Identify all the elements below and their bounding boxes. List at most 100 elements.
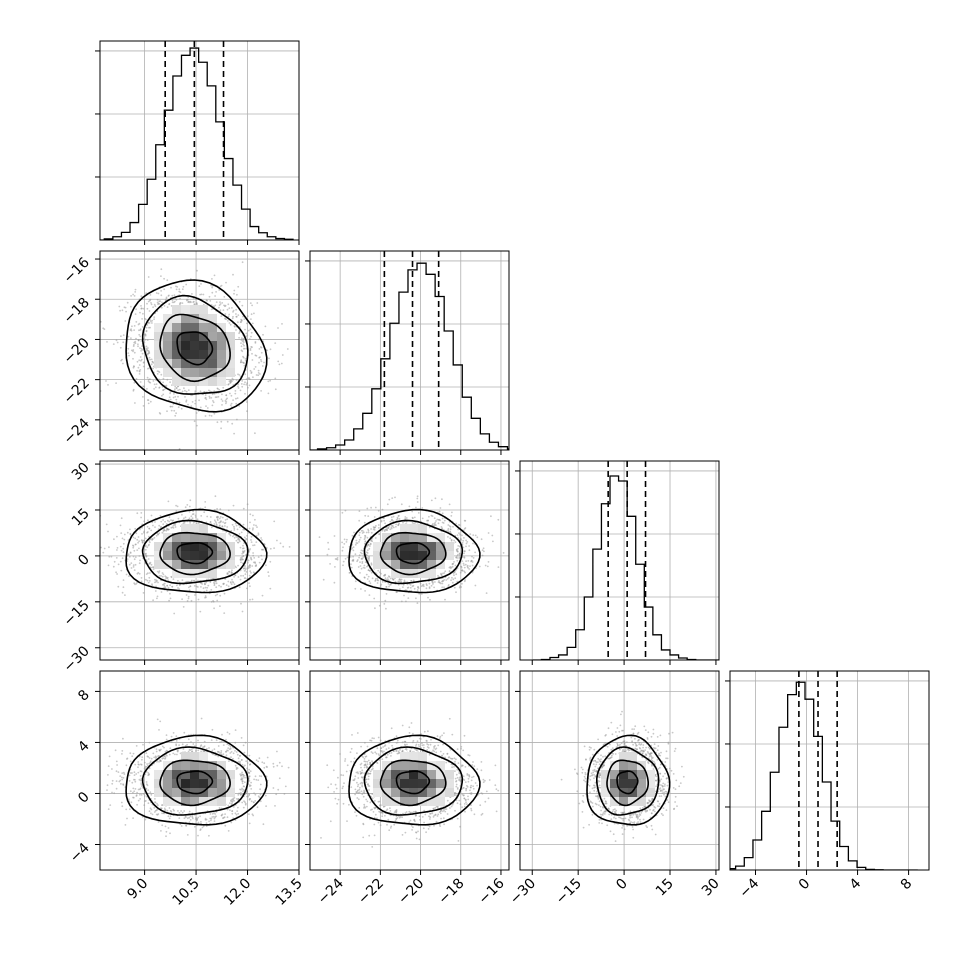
scatter-point [196, 412, 198, 414]
scatter-point [183, 606, 185, 608]
scatter-point [408, 726, 410, 728]
scatter-point [249, 528, 251, 530]
scatter-point [233, 505, 235, 507]
scatter-point [360, 588, 362, 590]
scatter-point [382, 509, 384, 511]
scatter-point [127, 532, 129, 534]
scatter-point [576, 790, 578, 792]
scatter-point [678, 785, 680, 787]
scatter-point [122, 557, 124, 559]
scatter-point [610, 830, 612, 832]
scatter-point [391, 727, 393, 729]
scatter-point [584, 772, 586, 774]
scatter-point [660, 752, 662, 754]
scatter-point [233, 433, 235, 435]
histogram-bar [139, 204, 148, 240]
scatter-point [268, 358, 270, 360]
scatter-point [498, 566, 500, 568]
scatter-point [353, 532, 355, 534]
scatter-point [261, 761, 263, 763]
scatter-point [467, 754, 469, 756]
scatter-point [122, 592, 124, 594]
scatter-point [240, 603, 242, 605]
scatter-point [267, 571, 269, 573]
scatter-point [415, 507, 417, 509]
scatter-point [175, 510, 177, 512]
scatter-point [122, 309, 124, 311]
scatter-point [274, 342, 276, 344]
scatter-point [485, 565, 487, 567]
scatter-point [197, 835, 199, 837]
scatter-point [237, 286, 239, 288]
scatter-point [503, 552, 505, 554]
scatter-point [204, 506, 206, 508]
scatter-point [165, 826, 167, 828]
histogram-bar [593, 549, 602, 660]
scatter-point [449, 504, 451, 506]
scatter-point [336, 788, 338, 790]
scatter-point [346, 541, 348, 543]
scatter-point [256, 526, 258, 528]
scatter-point [428, 828, 430, 830]
x-tick-label: −30 [507, 876, 539, 908]
scatter-point [171, 736, 173, 738]
scatter-point [342, 774, 344, 776]
scatter-point [327, 787, 329, 789]
histogram-bar [762, 811, 771, 870]
scatter-point [482, 813, 484, 815]
scatter-point [369, 594, 371, 596]
scatter-point [484, 780, 486, 782]
scatter-point [347, 764, 349, 766]
scatter-point [673, 808, 675, 810]
scatter-point [378, 822, 380, 824]
scatter-point [140, 295, 142, 297]
scatter-point [233, 290, 235, 292]
scatter-point [227, 421, 229, 423]
scatter-point [356, 815, 358, 817]
histogram-bar [181, 55, 190, 240]
scatter-point [388, 499, 390, 501]
scatter-point [232, 274, 234, 276]
scatter-point [439, 737, 441, 739]
scatter-point [615, 731, 617, 733]
scatter-point [348, 804, 350, 806]
scatter-point [460, 746, 462, 748]
scatter-point [443, 823, 445, 825]
scatter-point [217, 421, 219, 423]
scatter-point [402, 725, 404, 727]
scatter-point [143, 405, 145, 407]
scatter-point [494, 784, 496, 786]
scatter-point [632, 826, 634, 828]
scatter-point [497, 519, 499, 521]
scatter-point [405, 601, 407, 603]
scatter-point [441, 498, 443, 500]
scatter-point [132, 817, 134, 819]
scatter-point [209, 415, 211, 417]
scatter-point [661, 813, 663, 815]
scatter-point [633, 728, 635, 730]
scatter-point [118, 306, 120, 308]
scatter-point [255, 525, 257, 527]
scatter-point [342, 787, 344, 789]
scatter-point [651, 825, 653, 827]
scatter-point [605, 734, 607, 736]
scatter-point [387, 503, 389, 505]
scatter-point [116, 761, 118, 763]
scatter-point [148, 276, 150, 278]
y-tick-label: −16 [61, 254, 93, 286]
scatter-point [265, 326, 267, 328]
scatter-point [106, 524, 108, 526]
scatter-point [343, 803, 345, 805]
scatter-point [585, 781, 587, 783]
histogram-bar [619, 481, 628, 660]
scatter-point [662, 814, 664, 816]
x-tick-label: −4 [736, 875, 762, 901]
scatter-point [256, 302, 258, 304]
scatter-point [437, 735, 439, 737]
histogram-panel-3 [718, 671, 929, 875]
x-tick-label: 0 [796, 876, 814, 894]
scatter-point [326, 764, 328, 766]
scatter-point [681, 766, 683, 768]
scatter-point [275, 793, 277, 795]
scatter-point [364, 522, 366, 524]
